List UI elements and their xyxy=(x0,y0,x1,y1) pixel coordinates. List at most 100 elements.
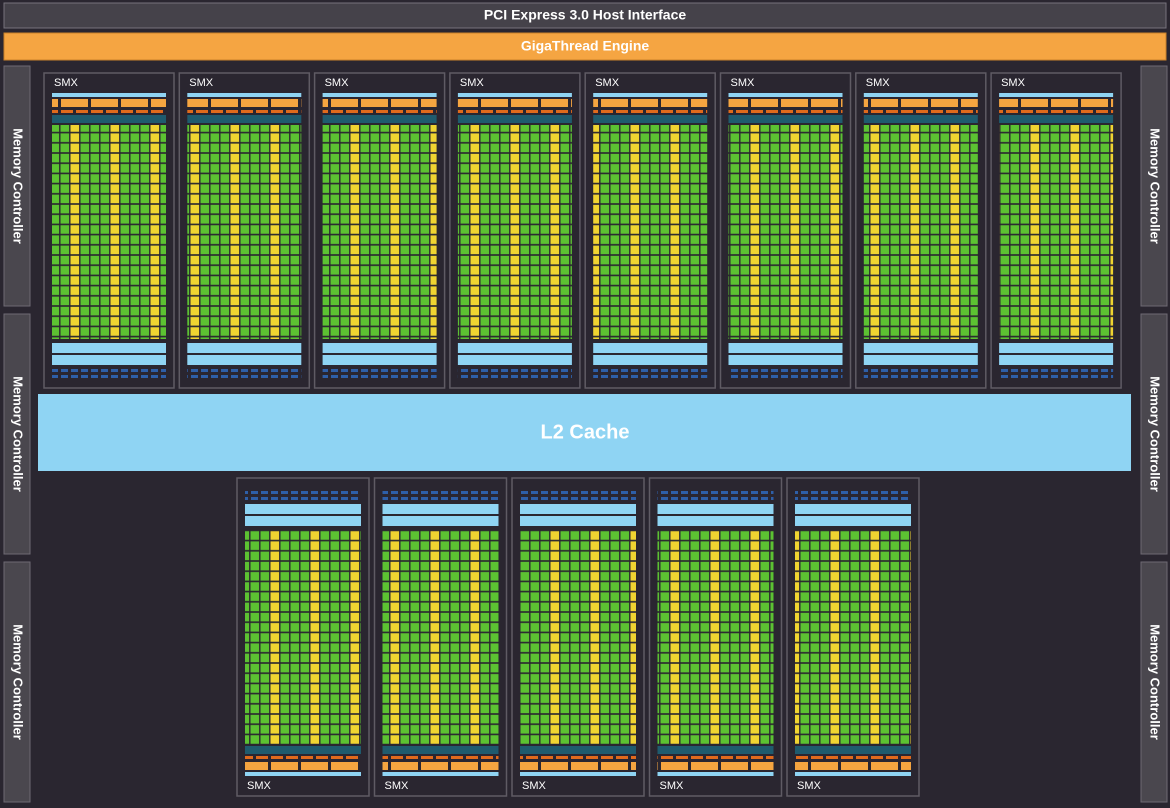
l2-cache xyxy=(38,394,1131,471)
warp-schedulers xyxy=(999,99,1114,107)
shared-memory xyxy=(999,343,1114,353)
texture-units xyxy=(863,369,978,372)
warp-schedulers xyxy=(52,99,166,107)
memory-controller-label: Memory Controller xyxy=(1148,376,1163,492)
smx-label: SMX xyxy=(1001,77,1026,89)
smx-label: SMX xyxy=(247,780,272,792)
shared-memory xyxy=(245,516,361,526)
memory-controller-label: Memory Controller xyxy=(11,376,26,492)
cores xyxy=(245,530,361,744)
register-file xyxy=(863,115,978,123)
smx: SMX xyxy=(178,72,311,389)
smx-label: SMX xyxy=(595,77,620,89)
texture-units xyxy=(382,497,499,500)
shared-memory xyxy=(457,343,572,353)
memory-controller xyxy=(3,561,31,803)
texture-units xyxy=(457,375,572,378)
warp-schedulers xyxy=(457,99,572,107)
warp-schedulers xyxy=(657,762,774,770)
texture-units xyxy=(728,369,843,372)
texture-units xyxy=(657,491,774,494)
l1-cache xyxy=(457,355,572,365)
texture-units xyxy=(245,491,361,494)
cores xyxy=(457,125,572,339)
dispatch-bar xyxy=(593,93,708,97)
smx: SMX xyxy=(43,72,175,389)
dispatch-bar xyxy=(457,93,572,97)
smx: SMX xyxy=(990,72,1122,389)
texture-units xyxy=(187,375,302,378)
l1-cache xyxy=(382,504,499,514)
smx-label: SMX xyxy=(866,77,891,89)
shared-memory xyxy=(795,516,911,526)
warp-schedulers xyxy=(728,99,843,107)
dispatch-units xyxy=(187,110,302,113)
dispatch-units xyxy=(322,110,437,113)
l1-cache xyxy=(52,355,166,365)
dispatch-bar xyxy=(795,772,911,776)
register-file xyxy=(382,746,499,754)
dispatch-units xyxy=(728,110,843,113)
shared-memory xyxy=(322,343,437,353)
texture-units xyxy=(520,491,636,494)
memory-controller xyxy=(1140,65,1168,307)
texture-units xyxy=(245,497,361,500)
l1-cache xyxy=(657,504,774,514)
host-interface-label: PCI Express 3.0 Host Interface xyxy=(484,7,687,23)
texture-units xyxy=(52,375,166,378)
register-file xyxy=(187,115,302,123)
l1-cache xyxy=(245,504,361,514)
warp-schedulers xyxy=(593,99,708,107)
register-file xyxy=(457,115,572,123)
dispatch-units xyxy=(382,756,499,759)
engine-bar xyxy=(3,32,1167,61)
smx: SMX xyxy=(449,72,581,389)
shared-memory xyxy=(52,343,166,353)
dispatch-units xyxy=(863,110,978,113)
smx: SMX xyxy=(786,477,920,797)
cores xyxy=(999,125,1114,339)
l2-cache-label: L2 Cache xyxy=(541,421,630,443)
dispatch-units xyxy=(657,756,774,759)
warp-schedulers xyxy=(520,762,636,770)
warp-schedulers xyxy=(322,99,437,107)
dispatch-units xyxy=(245,756,361,759)
cores xyxy=(520,530,636,744)
dispatch-bar xyxy=(322,93,437,97)
register-file xyxy=(520,746,636,754)
texture-units xyxy=(593,369,708,372)
shared-memory xyxy=(520,516,636,526)
cores xyxy=(593,125,708,339)
register-file xyxy=(245,746,361,754)
texture-units xyxy=(382,491,499,494)
texture-units xyxy=(187,369,302,372)
texture-units xyxy=(999,375,1114,378)
cores xyxy=(322,125,437,339)
dispatch-units xyxy=(52,110,166,113)
smx-label: SMX xyxy=(797,780,822,792)
dispatch-units xyxy=(999,110,1114,113)
shared-memory xyxy=(187,343,302,353)
memory-controller xyxy=(3,65,31,307)
cores xyxy=(728,125,843,339)
smx-label: SMX xyxy=(189,77,214,89)
cores xyxy=(187,125,302,339)
texture-units xyxy=(322,369,437,372)
cores xyxy=(52,125,166,339)
smx: SMX xyxy=(584,72,716,389)
texture-units xyxy=(457,369,572,372)
memory-controller-label: Memory Controller xyxy=(11,128,26,244)
smx: SMX xyxy=(511,477,645,797)
smx-label: SMX xyxy=(460,77,485,89)
l1-cache xyxy=(863,355,978,365)
texture-units xyxy=(520,497,636,500)
memory-controller-label: Memory Controller xyxy=(1148,128,1163,244)
dispatch-bar xyxy=(863,93,978,97)
texture-units xyxy=(795,491,911,494)
cores xyxy=(382,530,499,744)
smx: SMX xyxy=(648,477,783,797)
dispatch-units xyxy=(593,110,708,113)
l1-cache xyxy=(593,355,708,365)
warp-schedulers xyxy=(795,762,911,770)
